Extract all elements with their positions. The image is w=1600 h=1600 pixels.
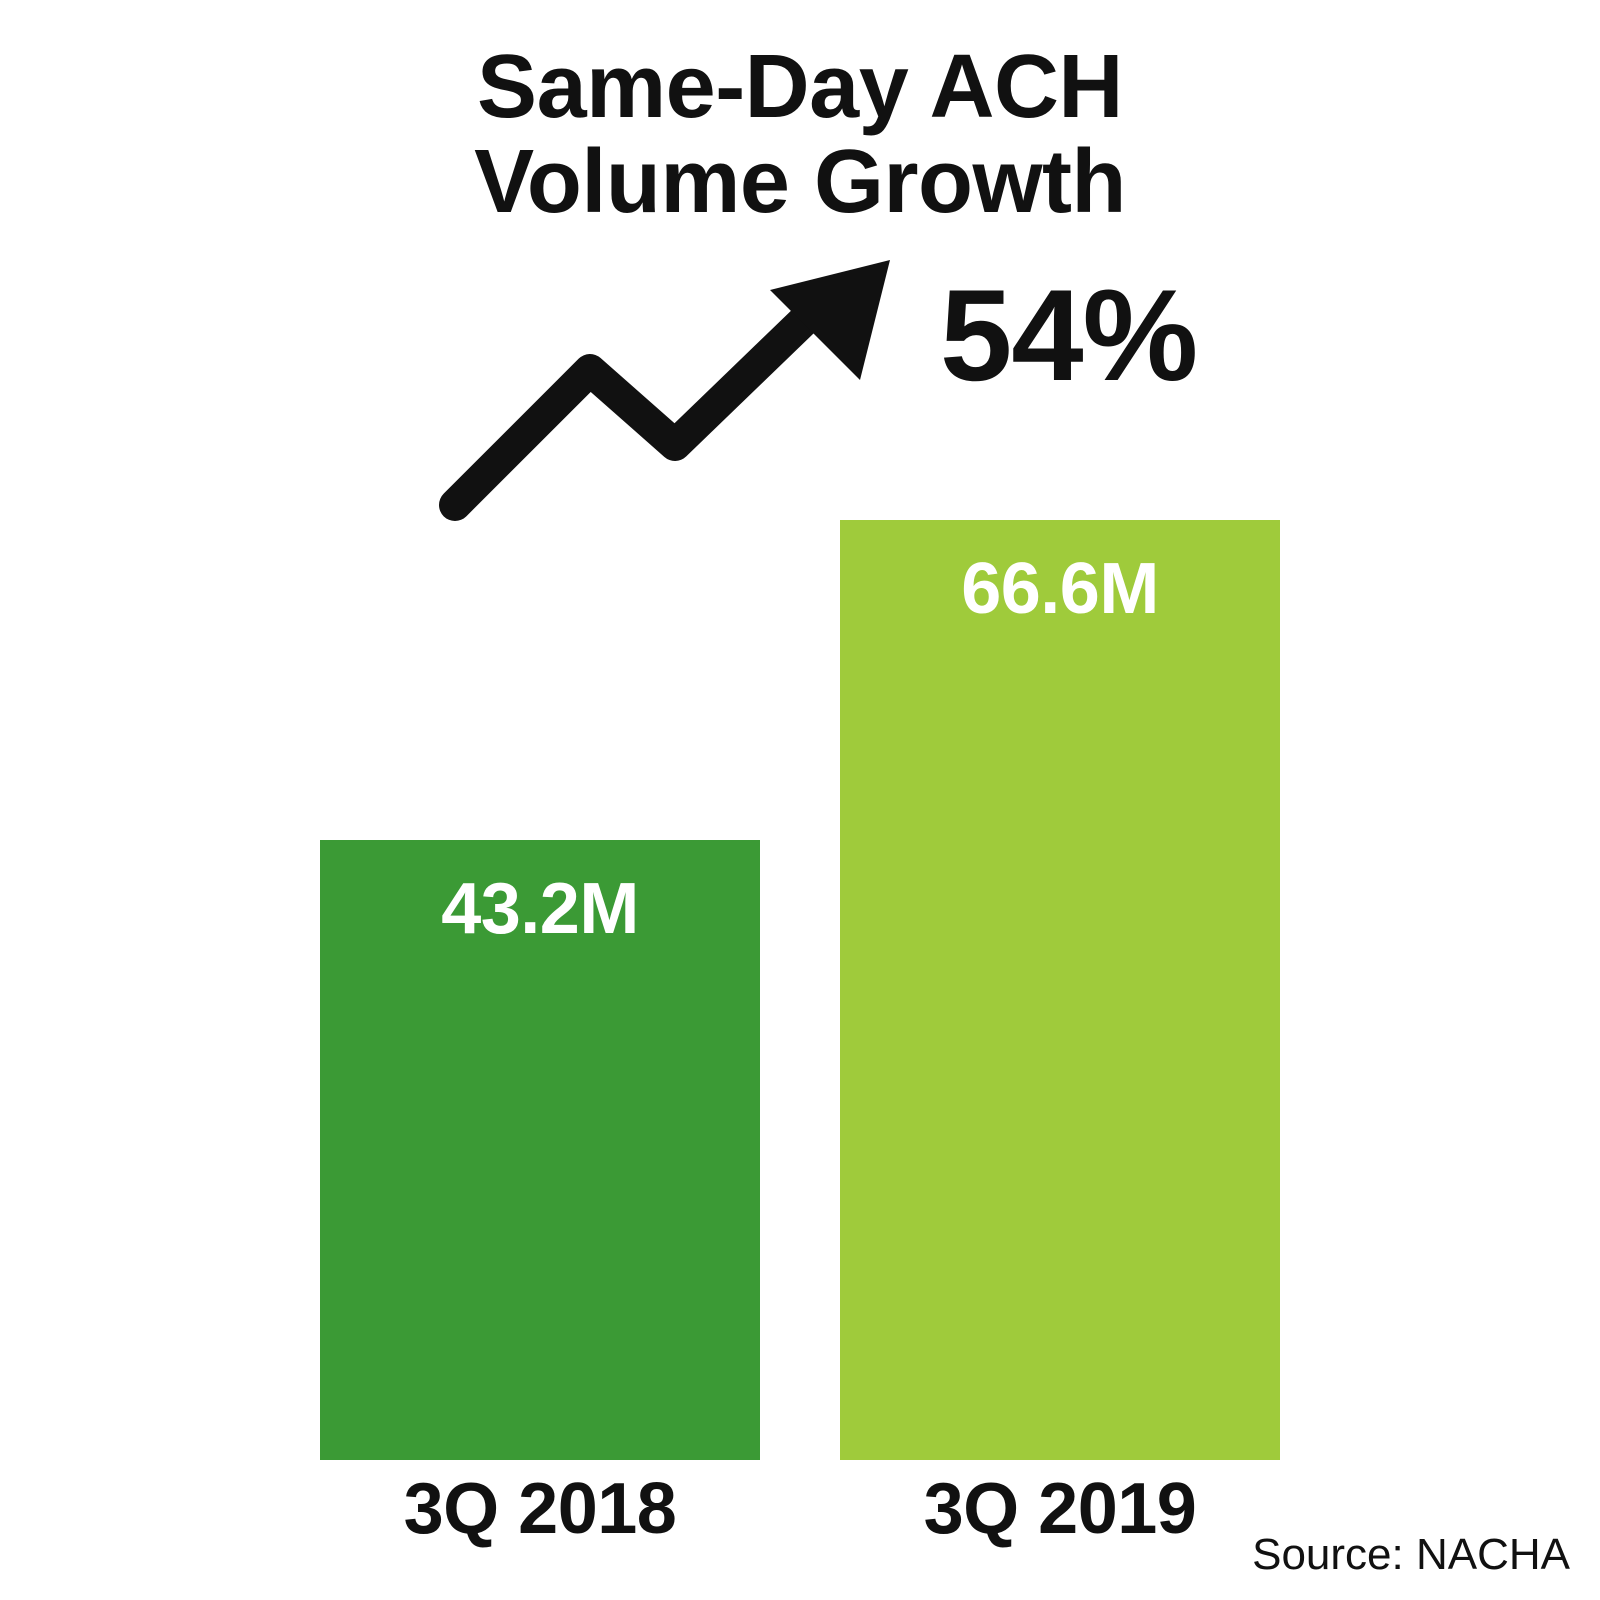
bar-3q-2018: 43.2M 3Q 2018 xyxy=(320,840,760,1460)
chart-title: Same-Day ACH Volume Growth xyxy=(260,40,1340,229)
source-label: Source: NACHA xyxy=(1252,1530,1570,1580)
bar-3q-2019: 66.6M 3Q 2019 xyxy=(840,520,1280,1460)
growth-percent: 54% xyxy=(940,260,1197,410)
bar-value-label: 66.6M xyxy=(961,548,1159,630)
chart-canvas: Same-Day ACH Volume Growth 54% 43.2M 3Q … xyxy=(260,0,1340,1600)
growth-arrow-icon xyxy=(420,245,940,545)
bar-category-label: 3Q 2019 xyxy=(840,1468,1280,1550)
chart-title-line1: Same-Day ACH xyxy=(260,40,1340,135)
bar-group: 43.2M 3Q 2018 66.6M 3Q 2019 xyxy=(320,510,1280,1460)
bar-value-label: 43.2M xyxy=(441,868,639,950)
chart-title-line2: Volume Growth xyxy=(260,135,1340,230)
bar-category-label: 3Q 2018 xyxy=(320,1468,760,1550)
